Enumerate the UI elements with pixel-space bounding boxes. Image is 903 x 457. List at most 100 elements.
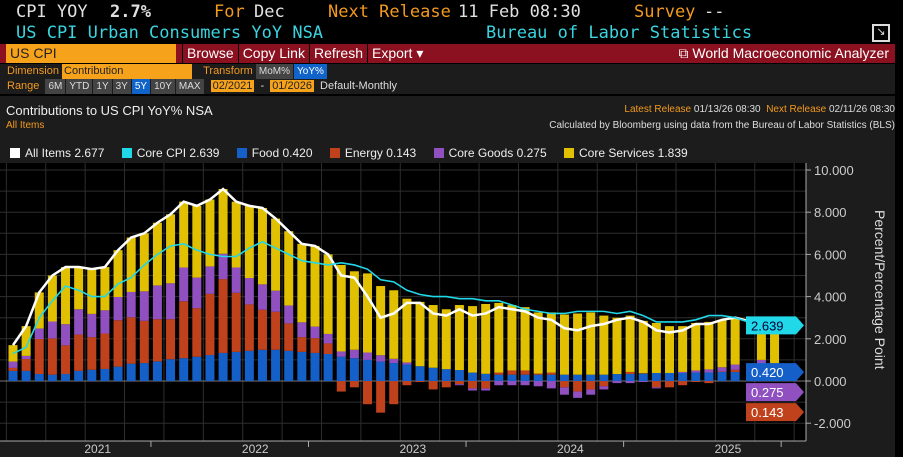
survey-label: Survey <box>634 2 696 22</box>
bar-core-services <box>441 309 451 370</box>
range-1y[interactable]: 1Y <box>93 79 112 94</box>
bar-core-goods <box>349 349 359 359</box>
swatch <box>433 148 444 158</box>
bar-food <box>257 349 267 381</box>
bar-energy <box>8 367 18 371</box>
y-tick-label: 2.000 <box>814 332 847 347</box>
dimension-label: Dimension <box>7 65 59 77</box>
bar-core-goods <box>87 313 97 338</box>
legend-core-goods[interactable]: Core Goods 0.275 <box>433 146 547 160</box>
range-5y[interactable]: 5Y <box>131 79 151 94</box>
legend-core-cpi[interactable]: Core CPI 2.639 <box>121 146 219 160</box>
bar-energy <box>100 333 110 369</box>
bar-core-services <box>665 326 674 373</box>
bar-core-services <box>389 290 399 359</box>
bar-core-goods <box>310 326 320 339</box>
bar-energy <box>599 381 609 387</box>
bar-energy <box>665 381 674 388</box>
transform-mom[interactable]: MoM% <box>255 64 293 79</box>
bar-core-services <box>691 322 701 371</box>
wma-link[interactable]: ⧉ World Macroeconomic Analyzer <box>674 44 895 63</box>
wma-label: World Macroeconomic Analyzer <box>692 45 889 61</box>
end-date-input[interactable]: 01/2026 <box>270 80 314 92</box>
bar-core-services <box>770 324 780 364</box>
bar-energy <box>586 381 596 390</box>
bar-food <box>612 374 622 381</box>
x-tick-label: 2024 <box>557 442 584 456</box>
bar-core-goods <box>494 381 504 386</box>
bar-energy <box>139 320 149 364</box>
bar-food <box>192 356 202 381</box>
export-button[interactable]: Export ▾ <box>366 44 428 63</box>
bar-energy <box>376 381 386 413</box>
range-6m[interactable]: 6M <box>45 79 66 94</box>
transform-yoy[interactable]: YoY% <box>294 64 327 79</box>
bar-core-services <box>533 312 543 374</box>
bar-core-services <box>192 205 202 278</box>
swatch <box>329 148 340 158</box>
bar-core-goods <box>47 321 57 339</box>
bar-core-goods <box>113 297 123 321</box>
bar-core-services <box>271 218 281 291</box>
bar-core-goods <box>323 333 333 344</box>
start-date-input[interactable]: 02/2021 <box>210 80 255 92</box>
bar-energy <box>520 370 530 375</box>
range-3y[interactable]: 3Y <box>112 79 131 94</box>
series-title: US CPI Urban Consumers YoY NSA <box>16 23 324 43</box>
browse-button[interactable]: Browse <box>182 44 238 63</box>
bar-energy <box>363 381 373 405</box>
popout-icon[interactable]: ↘ <box>872 24 890 42</box>
bar-food <box>113 366 123 381</box>
bar-food <box>546 374 556 381</box>
bar-core-services <box>166 214 176 284</box>
bar-energy <box>74 334 84 371</box>
bar-energy <box>310 338 320 353</box>
legend-food[interactable]: Food 0.420 <box>236 146 313 160</box>
bar-energy <box>126 317 136 364</box>
bar-food <box>21 370 31 381</box>
y-axis-label: Percent/Percentage Point <box>872 210 888 370</box>
bar-core-services <box>34 292 44 329</box>
chart-title: Contributions to US CPI YoY% NSA <box>6 103 213 118</box>
value-tag-label: 0.275 <box>751 385 784 400</box>
bar-core-goods <box>100 310 110 334</box>
bar-food <box>271 349 281 381</box>
bar-core-goods <box>481 388 491 391</box>
bar-core-services <box>678 326 688 372</box>
bar-food <box>704 372 714 381</box>
range-10y[interactable]: 10Y <box>151 79 175 94</box>
bar-food <box>363 359 373 381</box>
copy-link-button[interactable]: Copy Link <box>237 44 309 63</box>
bar-core-services <box>507 305 517 371</box>
y-tick-label: 6.000 <box>814 247 847 262</box>
swatch <box>10 148 20 158</box>
legend-energy[interactable]: Energy 0.143 <box>329 146 416 160</box>
search-input[interactable]: US CPI <box>6 44 176 63</box>
bar-food <box>651 372 661 381</box>
refresh-button[interactable]: Refresh <box>308 44 367 63</box>
bar-core-services <box>323 254 333 334</box>
bar-energy <box>691 381 701 383</box>
bar-core-services <box>21 326 31 356</box>
bar-energy <box>284 323 294 351</box>
bar-energy <box>166 319 176 360</box>
legend-core-services[interactable]: Core Services 1.839 <box>563 146 688 160</box>
bar-core-services <box>599 315 609 375</box>
range-ytd[interactable]: YTD <box>66 79 93 94</box>
bar-food <box>441 369 451 381</box>
legend-label: Food 0.420 <box>251 146 313 160</box>
bar-core-services <box>612 317 622 375</box>
x-tick-label: 2022 <box>242 442 269 456</box>
frequency: Default-Monthly <box>320 80 398 92</box>
dimension-select[interactable]: Contribution <box>62 64 193 79</box>
legend-all-items[interactable]: All Items 2.677 <box>10 146 104 160</box>
bar-core-goods <box>297 322 307 338</box>
bar-core-goods <box>389 358 399 364</box>
bar-energy <box>481 381 491 389</box>
bar-core-services <box>520 307 530 371</box>
bar-core-goods <box>271 290 281 312</box>
bar-core-services <box>402 298 412 363</box>
range-max[interactable]: MAX <box>175 79 204 94</box>
bar-energy <box>349 381 359 388</box>
bar-core-services <box>139 233 149 292</box>
